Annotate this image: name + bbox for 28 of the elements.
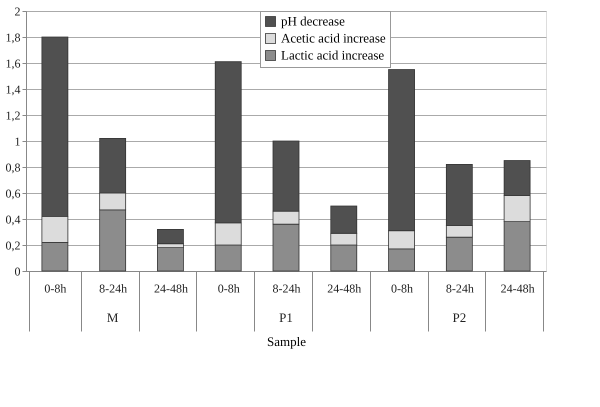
y-tick-label: 0,8	[6, 160, 20, 174]
x-tick-label: 0-8h	[44, 282, 66, 296]
text: P1	[279, 310, 293, 325]
x-tick-label: 8-24h	[99, 282, 128, 296]
y-tick-label: 0	[14, 264, 20, 278]
x-tick-label: 0-8h	[218, 282, 240, 296]
x-tick-label: 24-48h	[327, 282, 362, 296]
bar	[157, 229, 184, 244]
y-tick-label: 1	[14, 134, 20, 148]
text: P2	[452, 310, 466, 325]
y-tick-label: 1,8	[6, 30, 20, 44]
x-tick-label: 24-48h	[154, 282, 188, 296]
x-tick-label: 8-24h	[272, 282, 300, 296]
y-tick-label: 0,6	[6, 186, 20, 200]
legend-label: Acetic acid increase	[281, 30, 386, 46]
y-tick-label: 0,2	[6, 238, 20, 252]
x-axis-title: Sample	[267, 334, 306, 349]
legend-label: Lactic acid increase	[281, 48, 384, 62]
y-tick-label: 1,2	[6, 108, 20, 122]
x-tick-label: 24-48h	[500, 282, 535, 296]
y-tick-label: 2	[14, 4, 20, 18]
y-tick-label: 1,6	[6, 56, 20, 70]
y-tick-label: 1,4	[6, 82, 20, 96]
x-tick-label: 8-24h	[446, 282, 474, 296]
legend-label: pH decrease	[281, 14, 346, 28]
x-tick-label: 0-8h	[391, 282, 414, 296]
y-tick-label: 0,4	[6, 212, 20, 226]
text: M	[106, 310, 119, 325]
